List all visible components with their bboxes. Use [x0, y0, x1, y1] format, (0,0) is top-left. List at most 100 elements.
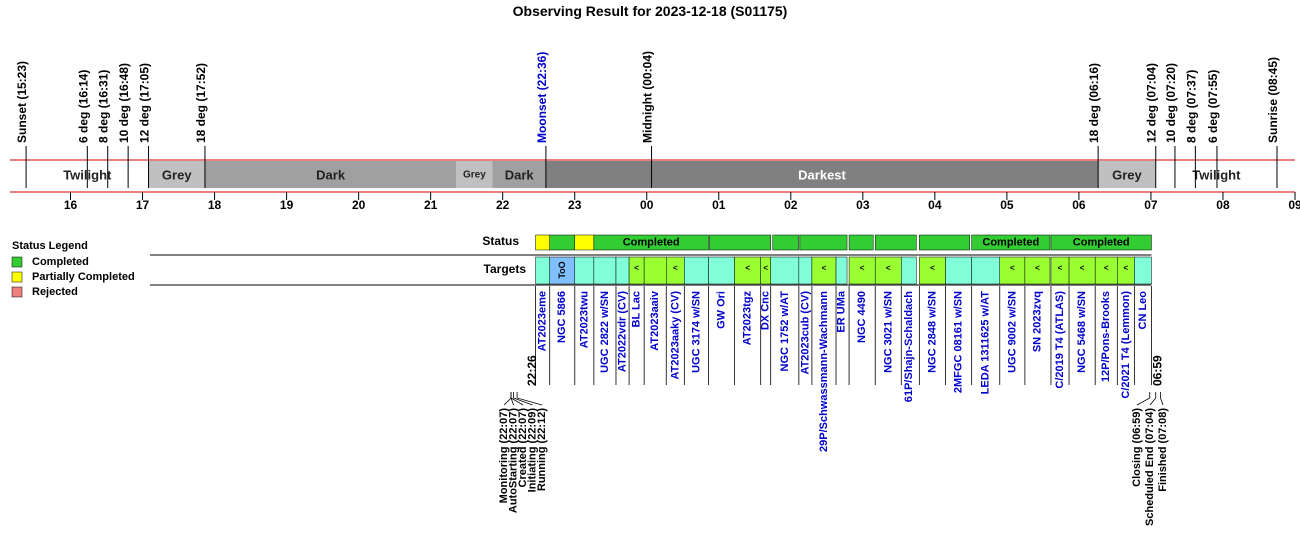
target-mark: < [1035, 264, 1040, 273]
status-segment [549, 234, 576, 251]
log-label: Monitoring (22:07) [498, 408, 510, 504]
target-mark: < [745, 264, 750, 273]
hour-label: 06 [1072, 198, 1086, 212]
target-name: NGC 5468 w/SN [1076, 291, 1088, 373]
band-label: Dark [316, 168, 346, 183]
sky-band [545, 161, 1099, 188]
hour-label: 01 [712, 198, 726, 212]
target-name: NGC 5866 [556, 291, 568, 343]
run-end: 06:59 [1151, 355, 1165, 386]
legend-title: Status Legend [12, 240, 88, 252]
target-name: UGC 2822 w/SN [599, 291, 611, 373]
hour-label: 21 [424, 198, 438, 212]
target-mark: < [1058, 264, 1063, 273]
hour-label: 07 [1144, 198, 1158, 212]
target-name: LEDA 1311625 w/AT [980, 291, 992, 395]
sky-band [1098, 161, 1156, 188]
log-label: Finished (07:08) [1157, 408, 1169, 492]
log-leader [1136, 392, 1151, 406]
target-cell [593, 256, 617, 285]
target-mark: < [634, 264, 639, 273]
log-label: Scheduled End (07:04) [1144, 408, 1156, 526]
band-label: Darkest [798, 168, 846, 183]
hour-label: 18 [208, 198, 222, 212]
target-mark: < [860, 264, 865, 273]
status-segment [709, 234, 771, 251]
target-mark: < [886, 264, 891, 273]
target-name: AT2023twu [578, 291, 590, 348]
log-label: Closing (06:59) [1131, 408, 1143, 487]
legend-swatch [11, 256, 23, 268]
status-segment [593, 234, 709, 251]
target-name: 61P/Shajn-Schaldach [903, 291, 915, 403]
legend-swatch [11, 286, 23, 298]
target-cell [901, 256, 917, 285]
target-cell [874, 256, 902, 285]
target-cell [848, 256, 876, 285]
target-name: C/2019 T4 (ATLAS) [1054, 291, 1066, 389]
target-name: NGC 2848 w/SN [926, 291, 938, 373]
target-name: UGC 9002 w/SN [1006, 291, 1018, 373]
legend-label: Completed [32, 256, 89, 268]
hour-label: 03 [856, 198, 870, 212]
target-cell [971, 256, 1001, 285]
hour-label: 22 [496, 198, 510, 212]
status-label: Completed [982, 237, 1039, 249]
target-name: 12P/Pons-Brooks [1100, 291, 1112, 382]
target-name: AT2023aaky (CV) [669, 291, 681, 380]
status-segment [919, 234, 970, 251]
target-name: DX Cnc [760, 291, 772, 330]
target-cell [708, 256, 735, 285]
target-cell [615, 256, 630, 285]
event-label: 8 deg (07:37) [1184, 70, 1198, 143]
target-cell [835, 256, 848, 285]
status-segment [848, 234, 874, 251]
target-name: NGC 4490 [856, 291, 868, 343]
legend-swatch [11, 271, 23, 283]
sky-band [456, 161, 493, 188]
band-label: Grey [162, 168, 192, 183]
target-name: UGC 3174 w/SN [690, 291, 702, 373]
hour-label: 09 [1288, 198, 1300, 212]
event-label: 6 deg (07:55) [1206, 70, 1220, 143]
log-leader [510, 392, 524, 406]
target-cell [1024, 256, 1051, 285]
target-mark: < [763, 264, 768, 273]
target-cell [574, 256, 595, 285]
band-label: Grey [463, 170, 486, 181]
target-name: GW Ori [716, 291, 728, 329]
event-label: Sunset (15:23) [15, 61, 29, 143]
event-label: Moonset (22:36) [535, 52, 549, 143]
target-name: ER UMa [836, 290, 848, 332]
run-start: 22:26 [525, 355, 539, 386]
log-label: AutoStarting (22:07) [508, 408, 520, 513]
hour-label: 08 [1216, 198, 1230, 212]
log-leader [516, 392, 543, 406]
target-mark: < [822, 264, 827, 273]
sky-band [1155, 161, 1277, 188]
row-label: Targets [484, 262, 527, 276]
target-name: AT2023tgz [742, 291, 754, 346]
hour-label: 23 [568, 198, 582, 212]
event-label: Sunrise (08:45) [1266, 57, 1280, 143]
log-leader [1149, 392, 1157, 406]
target-mark: < [1080, 264, 1085, 273]
target-name: AT2023eme [537, 291, 549, 351]
target-name: AT2023cub (CV) [799, 291, 811, 375]
log-label: Initiating (22:09) [527, 408, 539, 493]
status-label: Completed [623, 237, 680, 249]
target-cell [643, 256, 667, 285]
status-segment [535, 234, 550, 251]
event-label: Midnight (00:04) [641, 51, 655, 143]
hour-label: 02 [784, 198, 798, 212]
target-mark: ToO [557, 261, 567, 278]
event-label: 8 deg (16:31) [97, 70, 111, 143]
log-label: Created (22:07) [517, 408, 529, 488]
band-label: Grey [1112, 168, 1142, 183]
target-name: 2MFGC 08161 w/SN [953, 291, 965, 393]
hour-label: 17 [136, 198, 150, 212]
band-label: Dark [505, 168, 535, 183]
event-label: 6 deg (16:14) [76, 70, 90, 143]
log-label: Running (22:12) [536, 408, 548, 491]
